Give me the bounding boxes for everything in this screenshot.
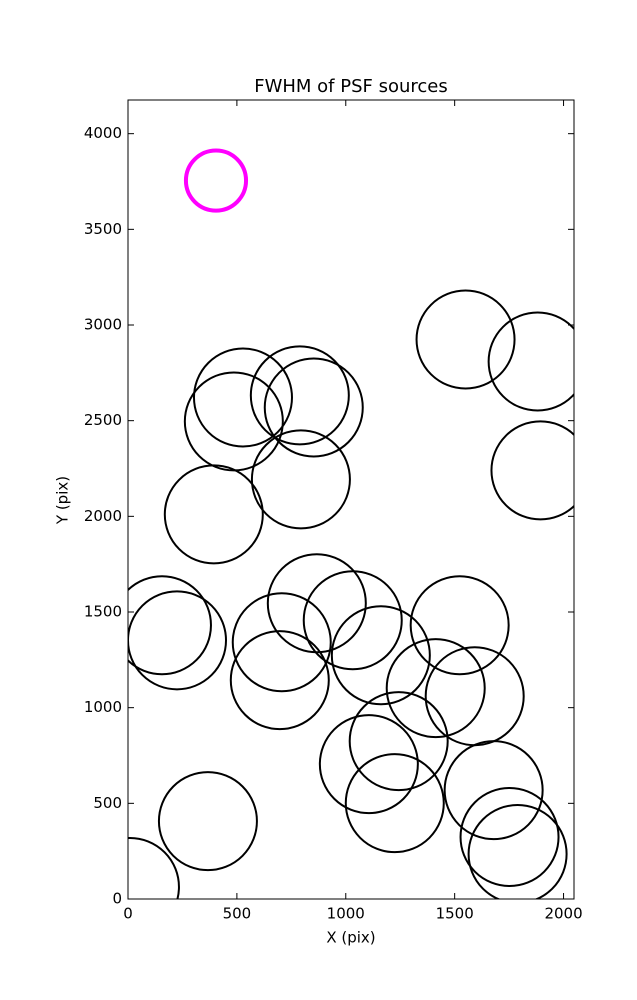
source-circle	[128, 836, 180, 899]
y-tick-label: 3000	[84, 316, 122, 334]
y-tick-label: 2500	[84, 411, 122, 429]
y-tick-label: 4000	[84, 124, 122, 142]
source-circle	[302, 570, 403, 671]
source-circle	[183, 371, 284, 472]
x-tick-label: 1000	[327, 905, 365, 923]
x-axis-label: X (pix)	[326, 929, 375, 947]
source-circle	[249, 345, 350, 446]
source-circle	[128, 590, 227, 691]
y-tick-label: 1000	[84, 698, 122, 716]
source-circle	[415, 289, 516, 390]
source-circle	[490, 420, 574, 521]
source-circle	[250, 429, 351, 530]
source-circle	[344, 753, 445, 854]
source-circle	[192, 347, 293, 448]
source-circle	[330, 605, 431, 706]
y-tick-label: 3500	[84, 220, 122, 238]
source-circle	[318, 714, 419, 815]
source-circle	[385, 638, 486, 739]
source-circle	[128, 575, 212, 676]
y-axis-label: Y (pix)	[54, 476, 72, 525]
source-circle	[157, 771, 258, 872]
plot-frame	[127, 99, 575, 900]
source-circle	[443, 740, 544, 841]
y-tick-label: 1500	[84, 603, 122, 621]
y-tick-label: 0	[112, 890, 122, 908]
chart-title: FWHM of PSF sources	[254, 76, 448, 97]
x-tick-label: 500	[223, 905, 252, 923]
plot-area	[128, 100, 574, 899]
y-tick-label: 2000	[84, 507, 122, 525]
source-circle	[183, 148, 249, 213]
source-circle	[467, 804, 568, 899]
source-circle	[487, 311, 574, 412]
source-circle	[409, 575, 510, 676]
y-tick-label: 500	[93, 794, 122, 812]
source-circle	[263, 357, 364, 458]
marks	[128, 148, 574, 899]
x-tick-label: 1500	[436, 905, 474, 923]
source-circle	[348, 691, 449, 792]
source-circle	[459, 787, 560, 888]
source-circle	[229, 630, 330, 731]
x-tick-label: 2000	[544, 905, 582, 923]
source-circle	[231, 592, 332, 693]
x-tick-label: 0	[123, 905, 133, 923]
